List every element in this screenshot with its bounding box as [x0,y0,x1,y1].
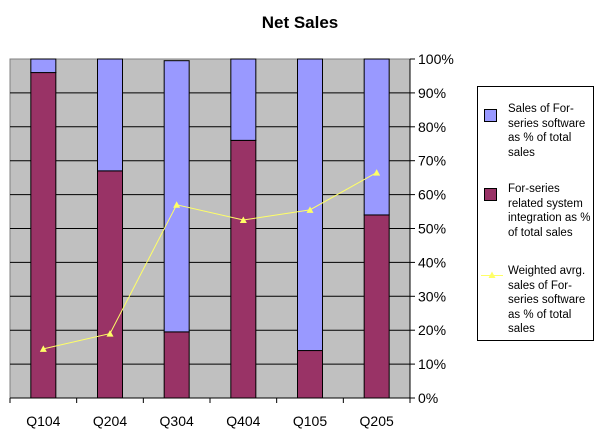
weighted-line-marker [106,330,114,337]
bars [30,58,390,399]
bar-integration [97,170,123,399]
weighted-line-marker [39,345,47,352]
bar-software [30,58,57,74]
gridlines [10,92,410,365]
y-axis: 0% 10% 20% 30% 40% 50% 60% 70% 80% 90% 100% [409,51,454,406]
y-tick-label: 60% [418,187,446,203]
x-tick-label: Q304 [160,413,194,429]
bar-software [97,58,123,172]
bar-integration [297,350,323,399]
legend: Sales of For-series software as % of tot… [477,86,594,341]
legend-label-weighted: Weighted avrg. sales of For-series softw… [508,265,586,335]
bar-integration [230,139,257,399]
y-tick-label: 10% [418,356,446,372]
x-tick-label: Q404 [226,413,260,429]
bar-software [363,58,390,216]
x-tick-label: Q205 [360,413,394,429]
y-tick-label: 0% [418,390,438,406]
weighted-line-path [43,172,377,350]
legend-swatch-software [484,109,497,122]
weighted-line-marker [306,206,314,213]
weighted-line-marker [239,216,247,224]
bar-integration [163,331,190,399]
y-tick-label: 40% [418,254,446,270]
weighted-line-marker [173,201,181,208]
x-tick-label: Q204 [93,413,127,429]
y-tick-label: 70% [418,153,446,169]
bar-integration [30,72,57,399]
chart-title: Net Sales [261,13,339,32]
legend-swatch-weighted [481,271,503,278]
bar-software [230,58,257,141]
y-tick-label: 20% [418,322,446,338]
legend-swatch-integration [484,188,497,201]
legend-label-software: Sales of For-series software as % of tot… [508,103,586,159]
y-tick-label: 30% [418,288,446,304]
bar-integration [363,214,390,399]
x-tick-label: Q105 [293,413,327,429]
y-tick-label: 80% [418,119,446,135]
x-axis: Q104 Q204 Q304 Q404 Q105 Q205 [9,397,411,429]
y-tick-label: 50% [418,221,446,237]
bar-software [163,60,190,333]
legend-label-integration: For-series related system integration as… [508,183,591,239]
weighted-line-marker [373,169,381,176]
bar-software [297,58,323,352]
y-tick-label: 100% [418,51,454,67]
y-tick-label: 90% [418,85,446,101]
x-tick-label: Q104 [26,413,60,429]
weighted-line [39,169,381,352]
